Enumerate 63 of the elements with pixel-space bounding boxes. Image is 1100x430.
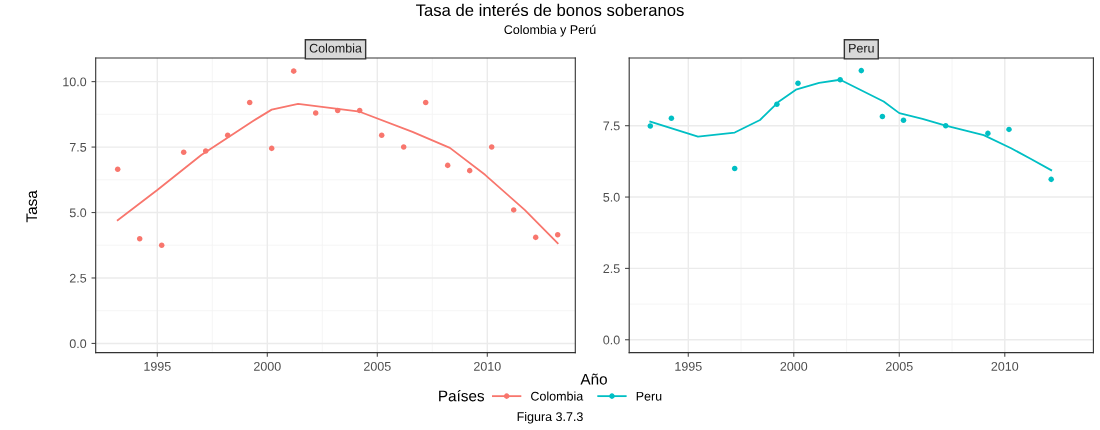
x-tick-label: 2005 [364,361,391,371]
y-tick-label: 0.0 [603,335,620,345]
legend-label: Peru [636,391,662,401]
x-tick-label: 2005 [886,361,913,371]
point [400,144,407,150]
point [136,235,143,242]
point [268,145,275,152]
point [985,130,991,137]
text: Tasa de interés de bonos soberanos [416,3,684,17]
point [858,67,865,74]
y-tick-label: 0.0 [69,339,87,349]
point [731,165,738,172]
point [942,122,949,129]
point [290,68,297,74]
point [158,242,165,249]
x-tick-label: 1995 [144,361,171,371]
point [224,132,231,139]
y-tick-label: 10.0 [63,77,87,87]
point [668,115,675,122]
legend-title: Países [439,389,485,402]
y-tick-label: 7.5 [69,143,87,152]
x-tick-label: 2010 [991,361,1019,371]
point [202,148,209,154]
point [466,167,473,174]
y-tick-label: 5.0 [603,192,620,202]
legend-label: Colombia [531,391,584,401]
point [774,101,780,108]
x-tick-label: 1995 [675,361,702,371]
point [356,107,363,114]
point [488,144,495,150]
x-axis-title: Año [580,373,607,385]
y-tick-label: 7.5 [603,121,620,131]
point [900,117,907,124]
x-tick-label: 2000 [254,361,281,371]
chart-title: Peru [849,43,874,53]
chart-title: Colombia [309,43,362,53]
point [334,107,341,114]
point [114,166,121,173]
point [510,207,517,213]
point [879,113,886,120]
point [312,110,319,116]
y-tick-label: 5.0 [69,208,87,218]
point [1048,176,1054,183]
point [554,232,561,238]
point [647,123,654,129]
x-tick-label: 2000 [780,361,808,371]
point [444,162,451,169]
text: Figura 3.7.3 [517,411,583,424]
point [1006,126,1012,133]
text: Colombia y Perú [504,24,596,37]
point [246,99,253,106]
x-tick-label: 2010 [474,361,501,371]
line-series [649,78,1053,172]
y-tick-label: 2.5 [69,273,87,283]
point [795,80,801,86]
point [837,76,843,83]
point [422,99,429,106]
y-axis-title: Tasa [26,190,38,223]
point [378,132,385,139]
point [532,234,539,241]
point [180,149,187,156]
line-series [116,102,559,245]
y-tick-label: 2.5 [603,264,620,274]
